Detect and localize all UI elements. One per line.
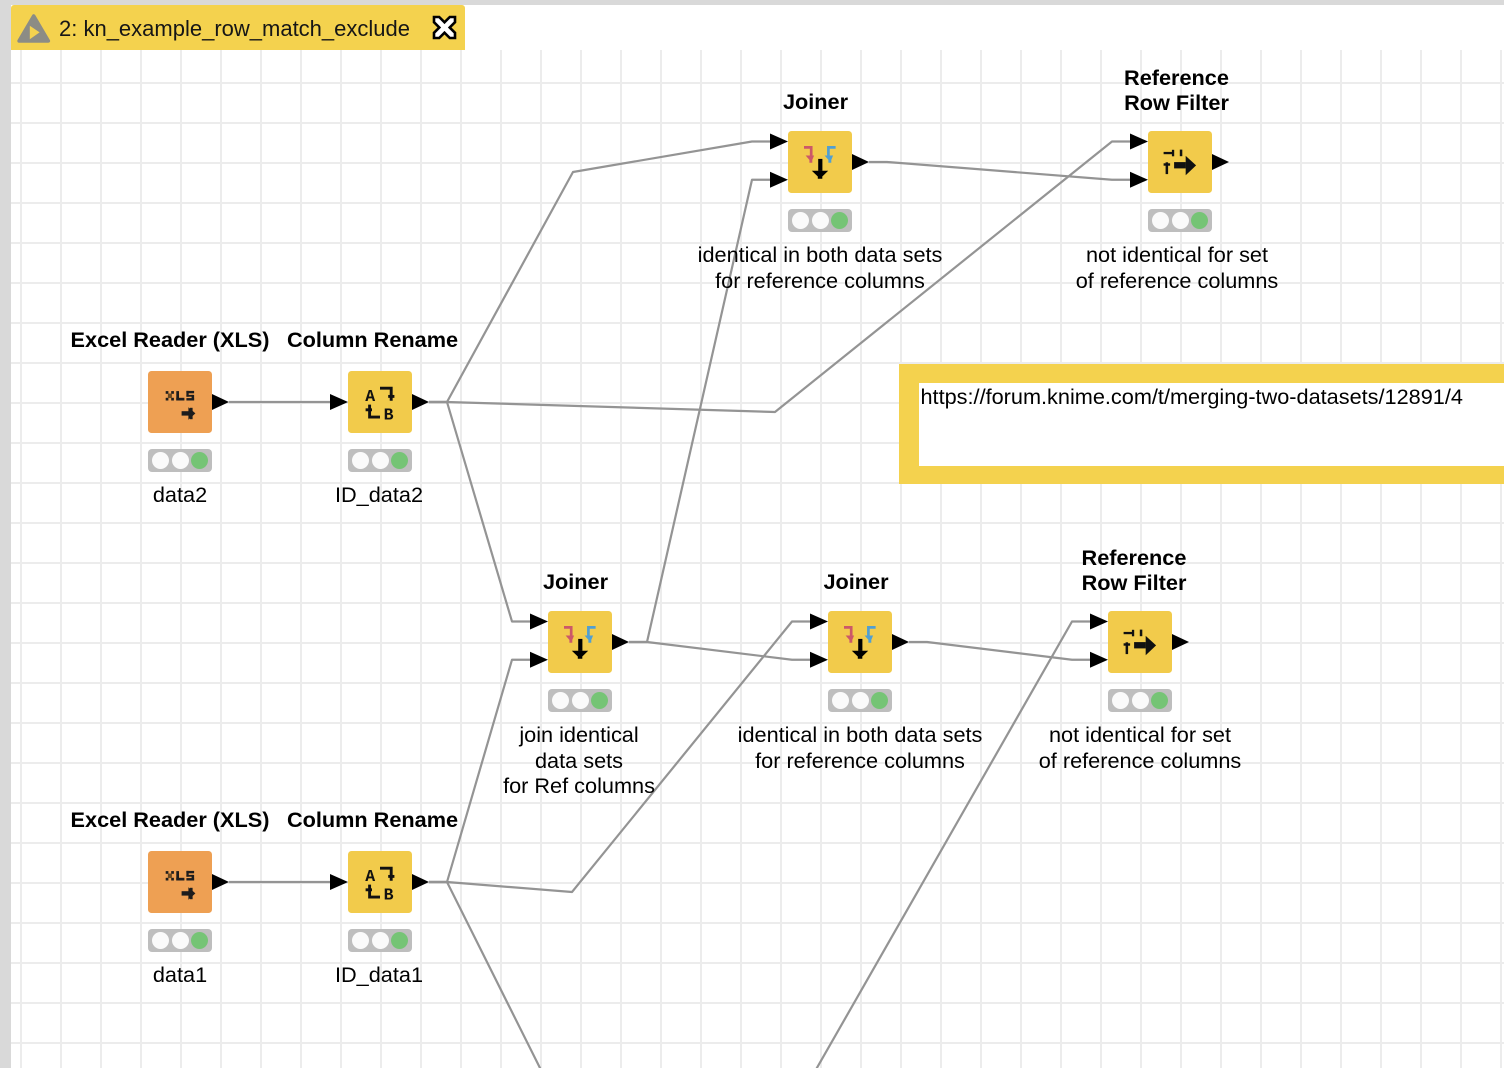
svg-text:B: B xyxy=(384,885,394,904)
svg-text:B: B xyxy=(384,405,394,424)
svg-text:A: A xyxy=(365,867,375,886)
svg-text:A: A xyxy=(365,387,375,406)
